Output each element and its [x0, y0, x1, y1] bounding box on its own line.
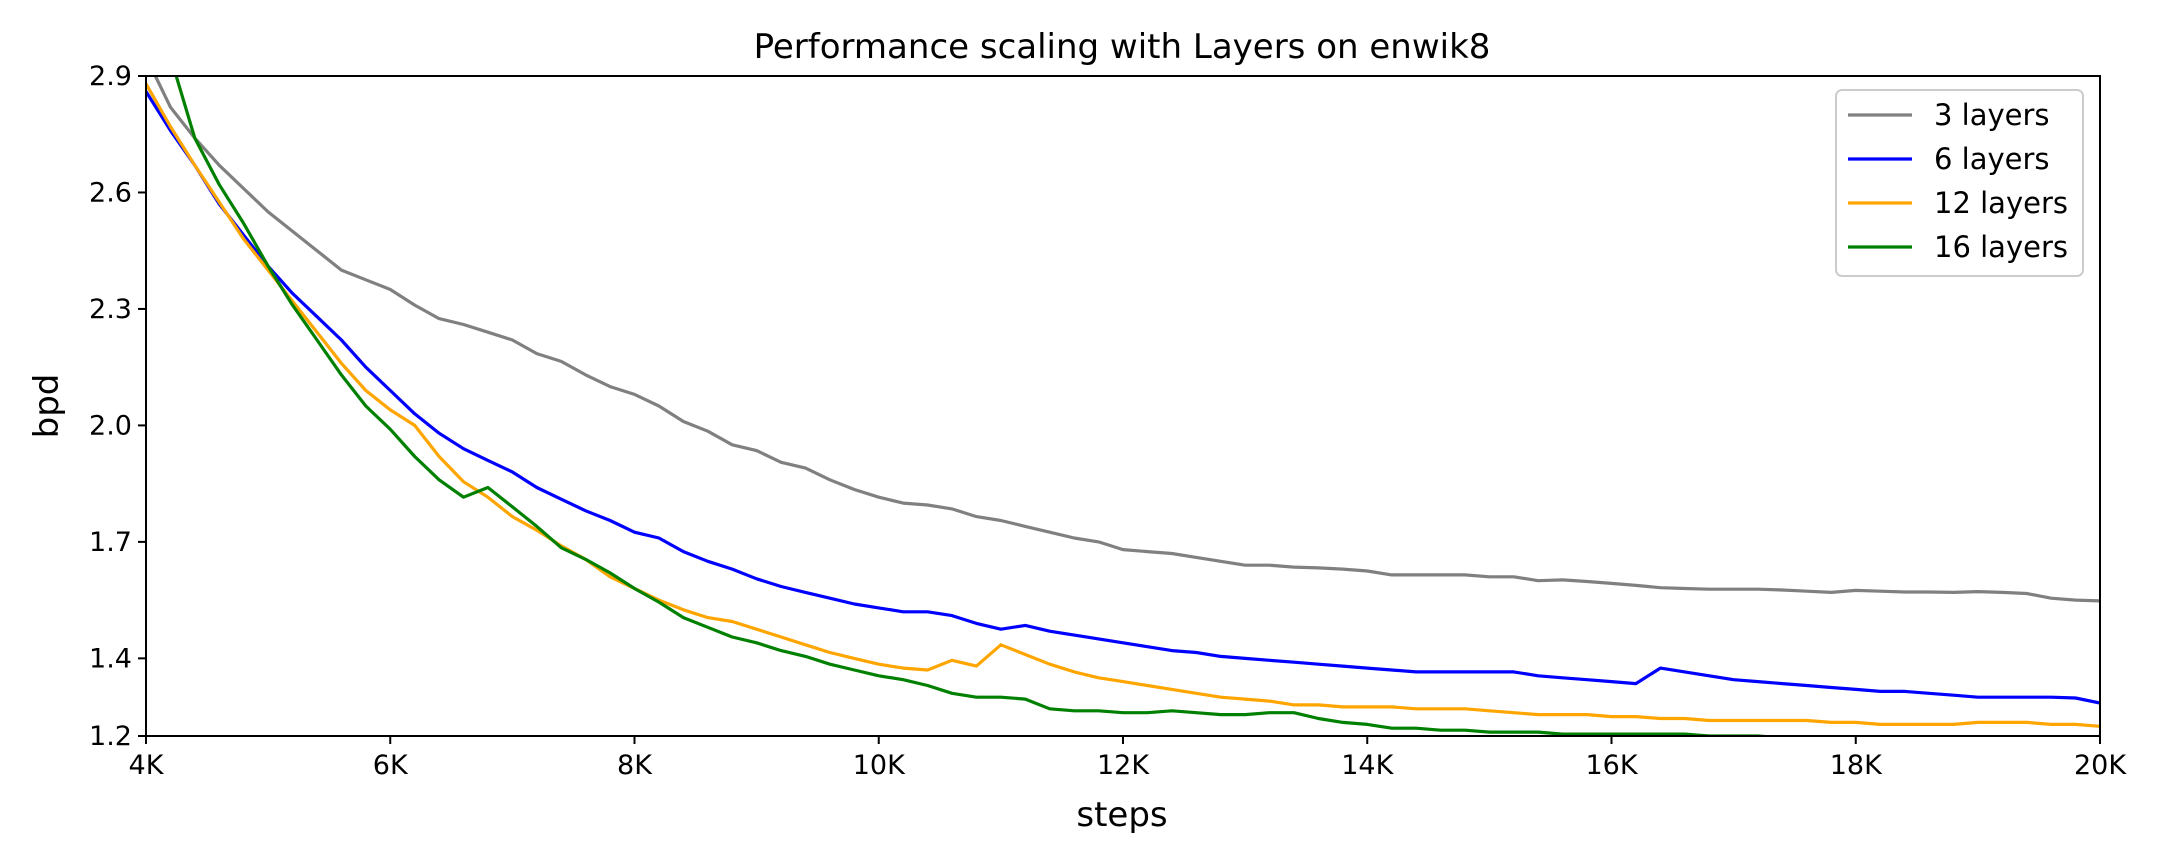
chart-title: Performance scaling with Layers on enwik…	[754, 27, 1491, 67]
series-layer	[146, 76, 2100, 736]
x-tick-label: 8K	[617, 750, 653, 781]
series-line-16-layers	[174, 76, 2100, 736]
x-tick-label: 10K	[853, 750, 906, 781]
series-line-6-layers	[146, 89, 2100, 705]
y-tick-label: 2.6	[89, 177, 132, 208]
x-tick-label: 20K	[2074, 750, 2127, 781]
y-tick-label: 2.3	[89, 294, 132, 325]
y-tick-label: 1.4	[89, 643, 132, 674]
x-tick-label: 4K	[129, 750, 165, 781]
plot-area	[146, 76, 2100, 736]
x-tick-label: 6K	[373, 750, 409, 781]
legend: 3 layers 6 layers 12 layers 16 layers	[1835, 89, 2084, 277]
legend-label: 12 layers	[1934, 186, 2068, 220]
legend-label: 3 layers	[1934, 98, 2050, 132]
x-axis: 4K 6K 8K 10K 12K 14K 16K 18K 20K	[129, 736, 2127, 781]
legend-box	[1835, 89, 2084, 277]
legend-label: 6 layers	[1934, 142, 2050, 176]
x-tick-label: 16K	[1585, 750, 1638, 781]
y-tick-label: 1.7	[89, 527, 132, 558]
legend-label: 16 layers	[1934, 230, 2068, 264]
y-tick-label: 2.0	[89, 410, 132, 441]
y-axis-label: bpd	[27, 374, 67, 439]
x-axis-label: steps	[1076, 795, 1167, 835]
x-tick-label: 14K	[1341, 750, 1394, 781]
plot-frame	[145, 75, 2101, 737]
x-tick-label: 12K	[1097, 750, 1150, 781]
y-tick-label: 2.9	[89, 61, 132, 92]
y-axis: 1.2 1.4 1.7 2.0 2.3 2.6 2.9	[89, 61, 146, 752]
y-tick-label: 1.2	[89, 721, 132, 752]
series-line-12-layers	[146, 82, 2100, 728]
series-line-3-layers	[153, 76, 2100, 603]
x-tick-label: 18K	[1830, 750, 1883, 781]
